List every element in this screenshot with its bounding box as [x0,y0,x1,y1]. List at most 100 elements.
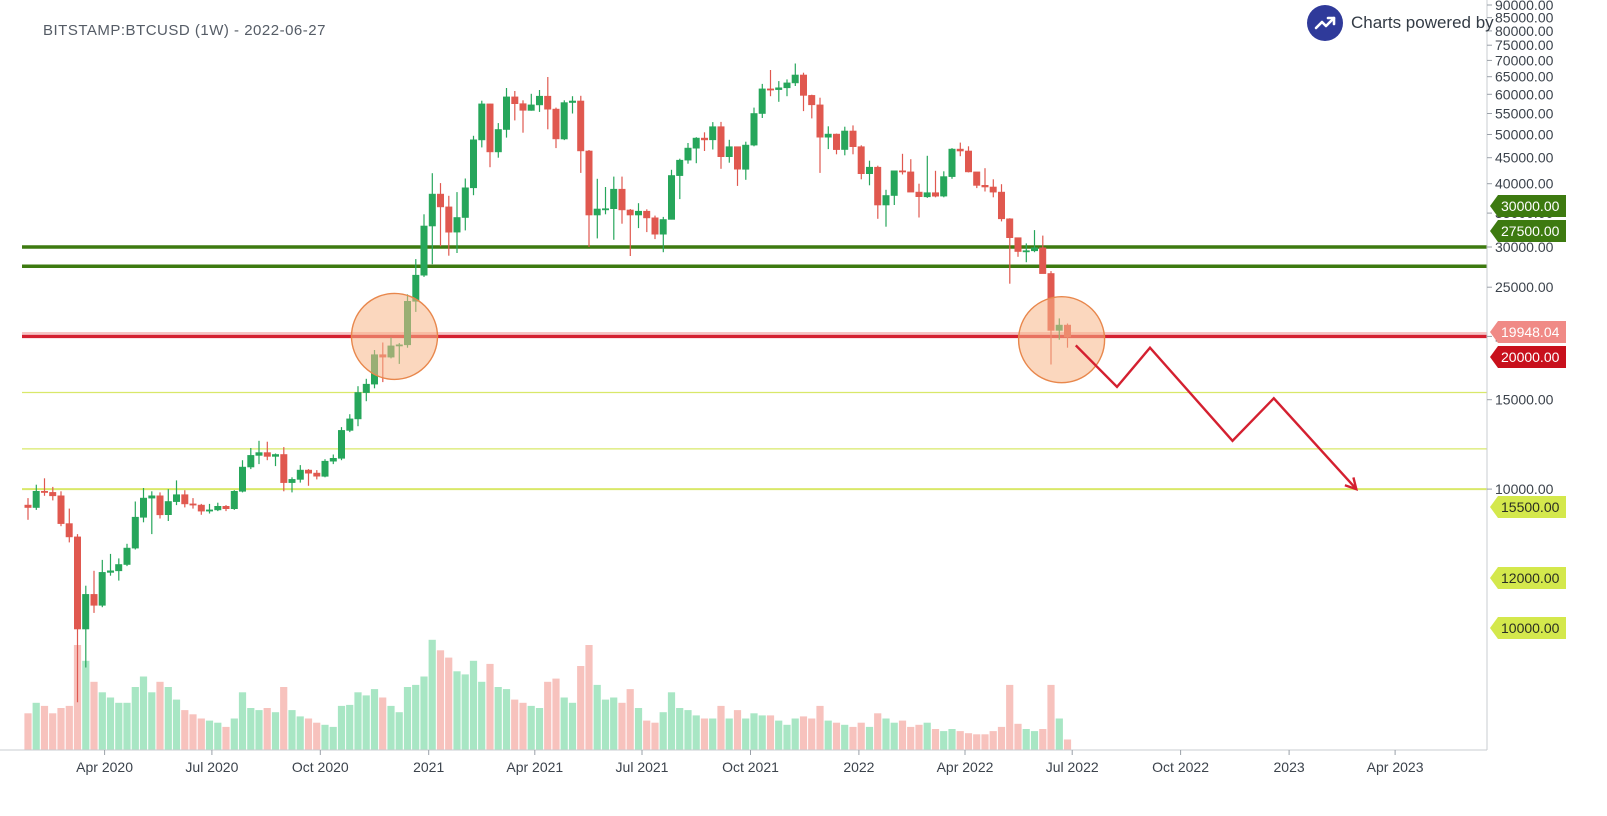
candle-body [230,490,238,509]
arrow-head [1344,477,1358,491]
candle-body [865,166,873,174]
candle-body [544,95,552,110]
x-tick-label: Oct 2022 [1152,759,1209,775]
candle-body [981,185,989,188]
volume-bar [956,731,964,750]
candle-body [24,504,32,508]
candle-body [214,505,222,511]
y-axis-ticks: 90000.0085000.0080000.0075000.0070000.00… [1487,0,1554,497]
candle-body [478,103,486,141]
candle [156,492,164,519]
volume-bar [750,713,758,751]
candle-body [502,96,510,130]
candle [849,125,857,155]
candle [577,95,585,173]
volume-bar [601,699,610,750]
candle [898,153,906,175]
volume-bar [783,724,791,750]
candle [346,414,354,433]
volume-bar [346,704,354,750]
x-tick-label: Apr 2023 [1367,759,1424,775]
candle-body [65,523,73,538]
volume-bar [106,697,115,750]
volume-bar [428,639,436,751]
volume-bar [24,713,32,751]
volume-bar [717,705,725,750]
candle-body [164,501,172,515]
candle-body [890,170,898,196]
candle [791,63,799,86]
candle [568,96,576,114]
x-tick-label: Jul 2020 [185,759,238,775]
price-badge-label: 30000.00 [1501,198,1560,214]
candle-body [667,175,675,220]
candle [329,454,337,465]
candle-body [469,139,477,189]
candle-body [816,104,824,138]
candle [511,91,519,121]
candle [783,79,791,97]
price-badge-label: 12000.00 [1501,570,1560,586]
candle [931,170,939,198]
volume-bar [403,687,412,750]
volume-bar [511,699,519,750]
candle-body [1006,218,1014,239]
volume-bar [65,705,73,750]
brand-text: Charts powered by [1351,13,1494,32]
volume-bar [478,681,486,751]
candle [676,158,684,200]
volume-bar [313,722,321,750]
volume-bar [164,687,172,750]
candle-body [354,392,362,420]
volume-bar [123,702,131,751]
x-tick-label: 2022 [843,759,874,775]
candle-body [296,469,304,480]
candle-body [494,129,502,153]
volume-bar [502,689,511,750]
candle [890,170,898,205]
candle-body [428,193,436,227]
price-badge-label: 19948.04 [1501,324,1560,340]
candle [436,183,444,247]
candle [651,215,659,240]
candle-body [717,126,725,157]
candle-body [107,570,115,573]
price-badge-label: 27500.00 [1501,223,1560,239]
candle [131,501,139,550]
candle-body [181,494,189,505]
candle-body [692,137,700,149]
candle [733,146,741,186]
candle-body [263,452,271,457]
volume-bar [131,687,139,750]
brand-watermark[interactable]: Charts powered by [1307,4,1494,42]
candle-body [948,148,956,177]
candle-body [874,166,882,206]
candle [107,553,115,576]
x-tick-label: 2023 [1274,759,1305,775]
volume-bar [667,692,676,751]
candle [816,97,824,173]
candle [907,159,915,193]
highlight-circle [1017,296,1106,384]
candle-body [321,460,329,477]
chart-title: BITSTAMP:BTCUSD (1W) - 2022-06-27 [43,22,326,39]
volume-bar [280,687,288,750]
volume-bar [560,697,568,750]
volume-bar [1014,723,1022,751]
candle-body [123,547,131,565]
candle [1039,235,1047,274]
candle [940,171,948,198]
candle [973,171,981,189]
candle-body [486,103,494,153]
volume-bar [1063,739,1072,750]
trend-up-icon [1307,5,1343,41]
volume-bar [816,705,824,750]
volume-bar [156,681,164,751]
volume-bar [907,726,915,750]
candle-body [1039,247,1047,274]
candle [247,448,255,470]
volume-bar [527,705,535,750]
candle-body [907,171,915,193]
y-tick-label: 40000.00 [1495,176,1554,192]
